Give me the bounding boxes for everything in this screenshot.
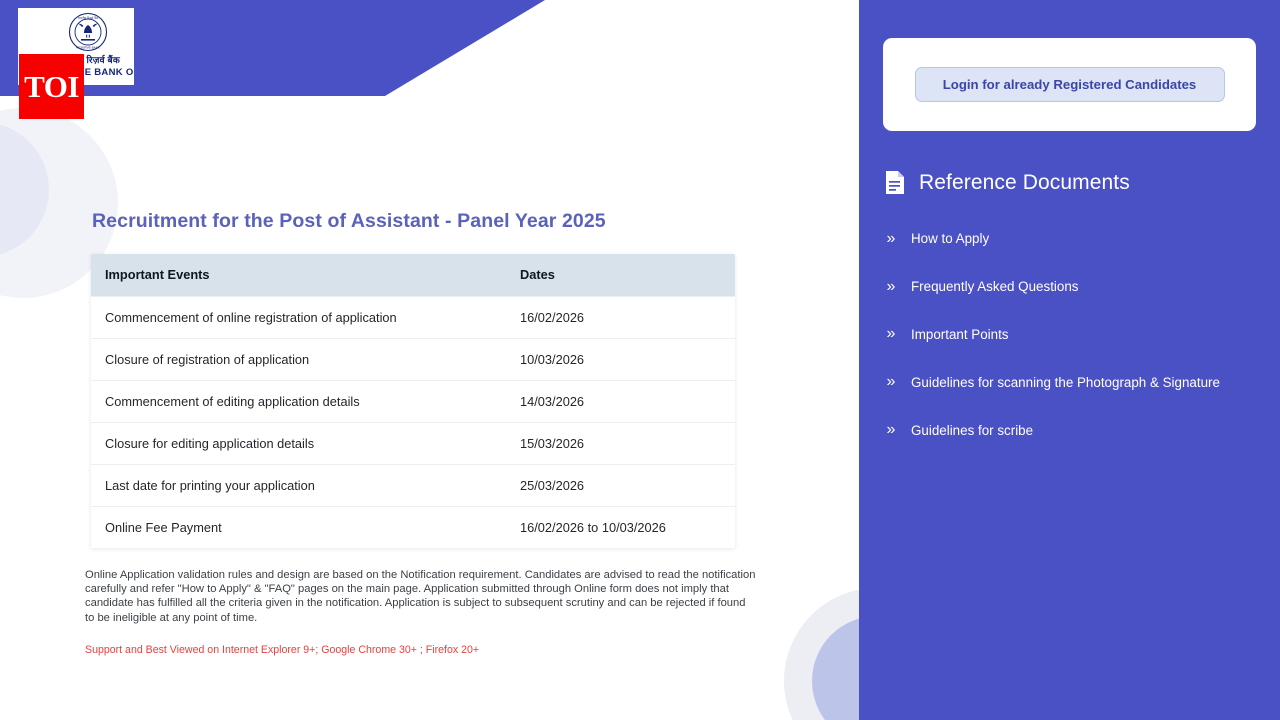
table-cell-date: 10/03/2026 — [506, 338, 735, 381]
table-cell-event: Online Fee Payment — [91, 506, 506, 548]
table-cell-date: 14/03/2026 — [506, 380, 735, 423]
table-header-row: Important Events Dates — [91, 254, 735, 297]
reference-link-label: How to Apply — [911, 231, 990, 247]
rbi-logo-hindi-text: भारतीय रिज़र्व बैंक — [58, 55, 120, 65]
table-row: Online Fee Payment 16/02/2026 to 10/03/20… — [91, 506, 735, 548]
table-row: Closure for editing application details 1… — [91, 422, 735, 465]
table-cell-event: Commencement of editing application deta… — [91, 380, 506, 423]
reference-link-label: Guidelines for scribe — [911, 422, 1034, 438]
table-cell-date: 15/03/2026 — [506, 422, 735, 465]
reference-link-item[interactable]: » Guidelines for scanning the Photograph … — [884, 358, 1264, 406]
reference-link-item[interactable]: » Frequently Asked Questions — [884, 263, 1264, 311]
chevron-double-right-icon: » — [886, 373, 896, 391]
table-body: Commencement of online registration of a… — [91, 296, 735, 548]
rbi-emblem-icon: भारतीय रिज़र्व बैंक RESERVE BANK — [68, 12, 108, 52]
validation-note: Online Application validation rules and … — [85, 569, 756, 624]
document-icon — [886, 171, 904, 194]
toi-watermark-text: TOI — [24, 69, 79, 104]
toi-watermark: TOI — [19, 54, 84, 119]
chevron-double-right-icon: » — [886, 421, 896, 439]
login-card: Login for already Registered Candidates — [883, 38, 1256, 131]
table-row: Commencement of online registration of a… — [91, 296, 735, 339]
table-cell-event: Closure for editing application details — [91, 422, 506, 465]
table-cell-date: 16/02/2026 — [506, 296, 735, 339]
reference-link-label: Important Points — [911, 326, 1009, 342]
reference-link-item[interactable]: » Important Points — [884, 311, 1264, 359]
reference-documents-heading: Reference Documents — [884, 170, 1130, 195]
reference-link-item[interactable]: » Guidelines for scribe — [884, 406, 1264, 454]
important-events-table: Important Events Dates Commencement of o… — [91, 254, 735, 548]
svg-text:भारतीय रिज़र्व बैंक: भारतीय रिज़र्व बैंक — [78, 16, 99, 20]
table-cell-event: Last date for printing your application — [91, 464, 506, 507]
reference-link-item[interactable]: » How to Apply — [884, 215, 1264, 263]
reference-link-label: Frequently Asked Questions — [911, 279, 1079, 295]
main-content: Recruitment for the Post of Assistant - … — [0, 96, 860, 720]
page-title: Recruitment for the Post of Assistant - … — [92, 210, 606, 232]
chevron-double-right-icon: » — [886, 325, 896, 343]
table-cell-date: 16/02/2026 to 10/03/2026 — [506, 506, 735, 548]
reference-link-label: Guidelines for scanning the Photograph &… — [911, 374, 1220, 390]
reference-documents-title: Reference Documents — [919, 170, 1130, 194]
rbi-logo-english-text: RESERVE BANK OF INDIA — [44, 67, 134, 78]
login-registered-candidates-button[interactable]: Login for already Registered Candidates — [914, 67, 1225, 102]
important-events-card: Important Events Dates Commencement of o… — [91, 254, 735, 548]
reference-documents-list: » How to Apply » Frequently Asked Questions… — [884, 215, 1264, 454]
right-sidebar: Login for already Registered Candidates … — [859, 0, 1280, 720]
table-header: Important Events Dates — [91, 254, 735, 297]
browser-support-line: Support and Best Viewed on Internet Expl… — [85, 644, 480, 656]
svg-text:RESERVE BANK: RESERVE BANK — [76, 45, 101, 49]
chevron-double-right-icon: » — [886, 277, 896, 295]
table-cell-event: Closure of registration of application — [91, 338, 506, 381]
chevron-double-right-icon: » — [886, 229, 896, 247]
table-row: Commencement of editing application deta… — [91, 380, 735, 423]
table-row: Closure of registration of application 10… — [91, 338, 735, 381]
table-header-important-events: Important Events — [91, 254, 506, 297]
table-header-dates: Dates — [506, 254, 735, 297]
table-cell-event: Commencement of online registration of a… — [91, 296, 506, 339]
table-row: Last date for printing your application 2… — [91, 464, 735, 507]
table-cell-date: 25/03/2026 — [506, 464, 735, 507]
